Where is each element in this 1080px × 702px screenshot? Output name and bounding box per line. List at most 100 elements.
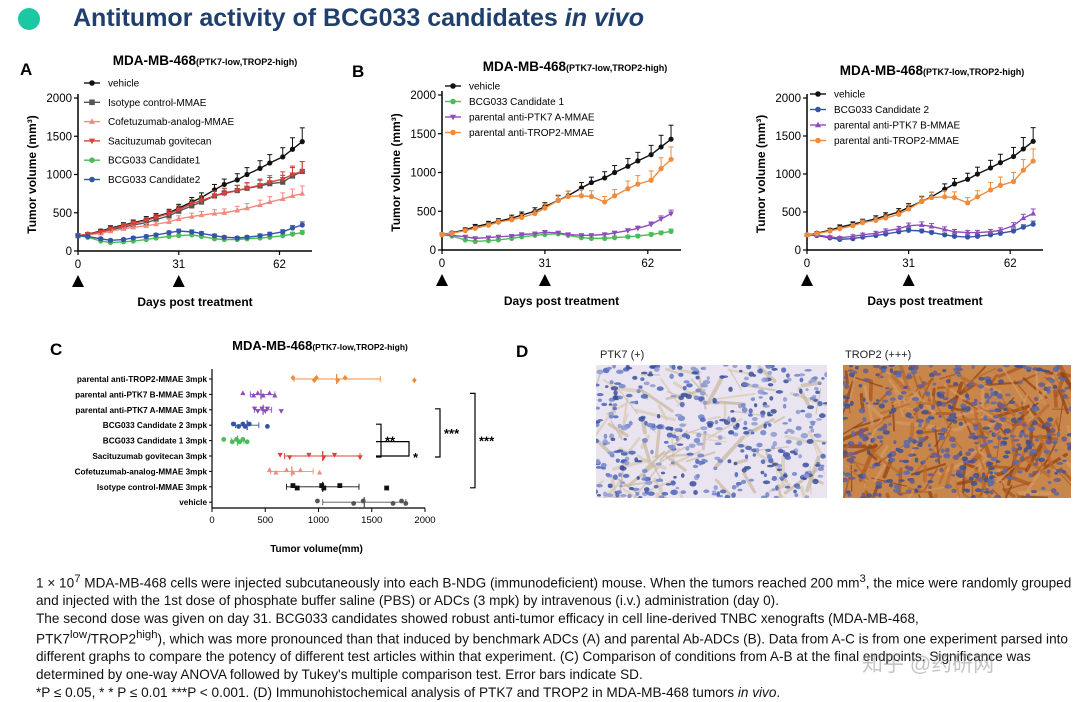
tissue-cell <box>680 490 687 494</box>
data-point <box>658 230 664 236</box>
x-tick-label: 1500 <box>361 515 382 526</box>
data-point <box>942 194 948 200</box>
tissue-cell <box>713 466 718 471</box>
legend-marker <box>89 80 95 86</box>
tissue-cell <box>875 484 883 489</box>
tissue-cell <box>671 365 676 371</box>
group-label: BCG033 Candidate 1 3mpk <box>103 437 208 446</box>
tissue-cell <box>772 441 778 447</box>
tissue-cell <box>622 473 630 478</box>
tissue-cell <box>635 491 640 496</box>
tissue-cell <box>763 423 767 429</box>
tissue-cell <box>641 468 648 473</box>
data-point <box>257 201 263 208</box>
tissue-cell <box>1003 428 1012 434</box>
tissue-strand <box>1057 396 1065 433</box>
tissue-cell <box>604 385 609 388</box>
tissue-cell <box>680 473 685 478</box>
legend-label: vehicle <box>108 79 140 90</box>
tissue-strand <box>780 494 786 498</box>
tissue-cell <box>971 435 979 440</box>
tissue-cell <box>876 435 884 440</box>
data-point <box>555 197 561 203</box>
tissue-cell <box>641 477 648 481</box>
tissue-cell <box>763 473 767 478</box>
legend-label: BCG033 Candidate1 <box>108 156 201 167</box>
data-point <box>905 222 912 228</box>
tissue-cell <box>847 369 854 372</box>
tissue-cell <box>1050 488 1057 494</box>
tissue-cell <box>850 430 856 437</box>
tissue-cell <box>984 392 989 398</box>
scatter-point <box>278 409 284 414</box>
tissue-strand <box>971 482 974 498</box>
data-point <box>648 152 654 158</box>
tissue-strand <box>927 490 934 498</box>
tissue-cell <box>701 384 709 388</box>
tissue-cell <box>1040 486 1046 490</box>
tissue-strand <box>1059 371 1071 390</box>
data-point <box>472 225 478 231</box>
caption-sup: low <box>70 629 87 642</box>
y-tick-label: 1500 <box>46 131 72 143</box>
data-point <box>175 215 182 221</box>
tissue-cell <box>609 380 614 385</box>
tissue-cell <box>909 466 914 472</box>
scatter-point <box>321 455 327 461</box>
tissue-cell <box>732 365 738 369</box>
tissue-cell <box>647 491 655 496</box>
tissue-cell <box>1017 470 1023 474</box>
tissue-cell <box>771 488 777 491</box>
data-point <box>997 182 1003 188</box>
legend-label: Sacituzumab govitecan <box>108 136 211 147</box>
tissue-cell <box>936 400 943 407</box>
tissue-cell <box>995 460 1001 463</box>
tissue-cell <box>692 464 699 469</box>
tissue-cell <box>954 371 961 375</box>
tissue-cell <box>912 446 920 450</box>
y-tick-label: 0 <box>66 246 72 258</box>
tissue-cell <box>665 483 672 486</box>
tissue-strand <box>610 476 618 498</box>
tissue-cell <box>810 428 815 433</box>
y-tick-label: 1000 <box>46 170 72 182</box>
tissue-strand <box>610 420 623 441</box>
tissue-cell <box>1049 378 1056 383</box>
tissue-cell <box>1000 416 1007 422</box>
tissue-cell <box>983 490 991 494</box>
series-line <box>441 138 672 236</box>
caption-sup: 7 <box>74 573 81 585</box>
tissue-strand <box>641 419 647 435</box>
tissue-strand <box>918 494 921 498</box>
tissue-cell <box>767 413 774 417</box>
scatter-point <box>273 469 279 475</box>
series-line <box>806 140 1034 236</box>
tissue-cell <box>793 489 797 494</box>
tissue-cell <box>690 366 697 371</box>
tissue-strand <box>775 469 780 484</box>
tissue-cell <box>810 421 815 426</box>
tissue-cell <box>814 463 821 467</box>
tissue-cell <box>998 403 1007 408</box>
data-point <box>299 190 306 196</box>
data-point <box>107 237 114 243</box>
legend-label: parental anti-PTK7 B-MMAE <box>834 121 960 132</box>
tissue-cell <box>878 493 882 498</box>
tissue-cell <box>861 492 865 498</box>
y-tick-label: 1500 <box>410 129 436 141</box>
tissue-cell <box>761 377 769 383</box>
data-point <box>267 231 273 237</box>
significance-bracket <box>470 392 476 489</box>
tissue-cell <box>610 386 619 391</box>
tissue-cell <box>940 427 948 433</box>
tissue-cell <box>719 375 725 379</box>
tissue-cell <box>945 379 951 384</box>
tissue-cell <box>1002 455 1009 459</box>
tissue-strand <box>705 438 727 443</box>
tissue-cell <box>944 484 952 489</box>
data-point <box>965 234 971 240</box>
data-point <box>625 163 631 169</box>
tissue-cell <box>931 427 936 432</box>
tissue-strand <box>934 418 955 447</box>
tissue-strand <box>784 434 810 444</box>
